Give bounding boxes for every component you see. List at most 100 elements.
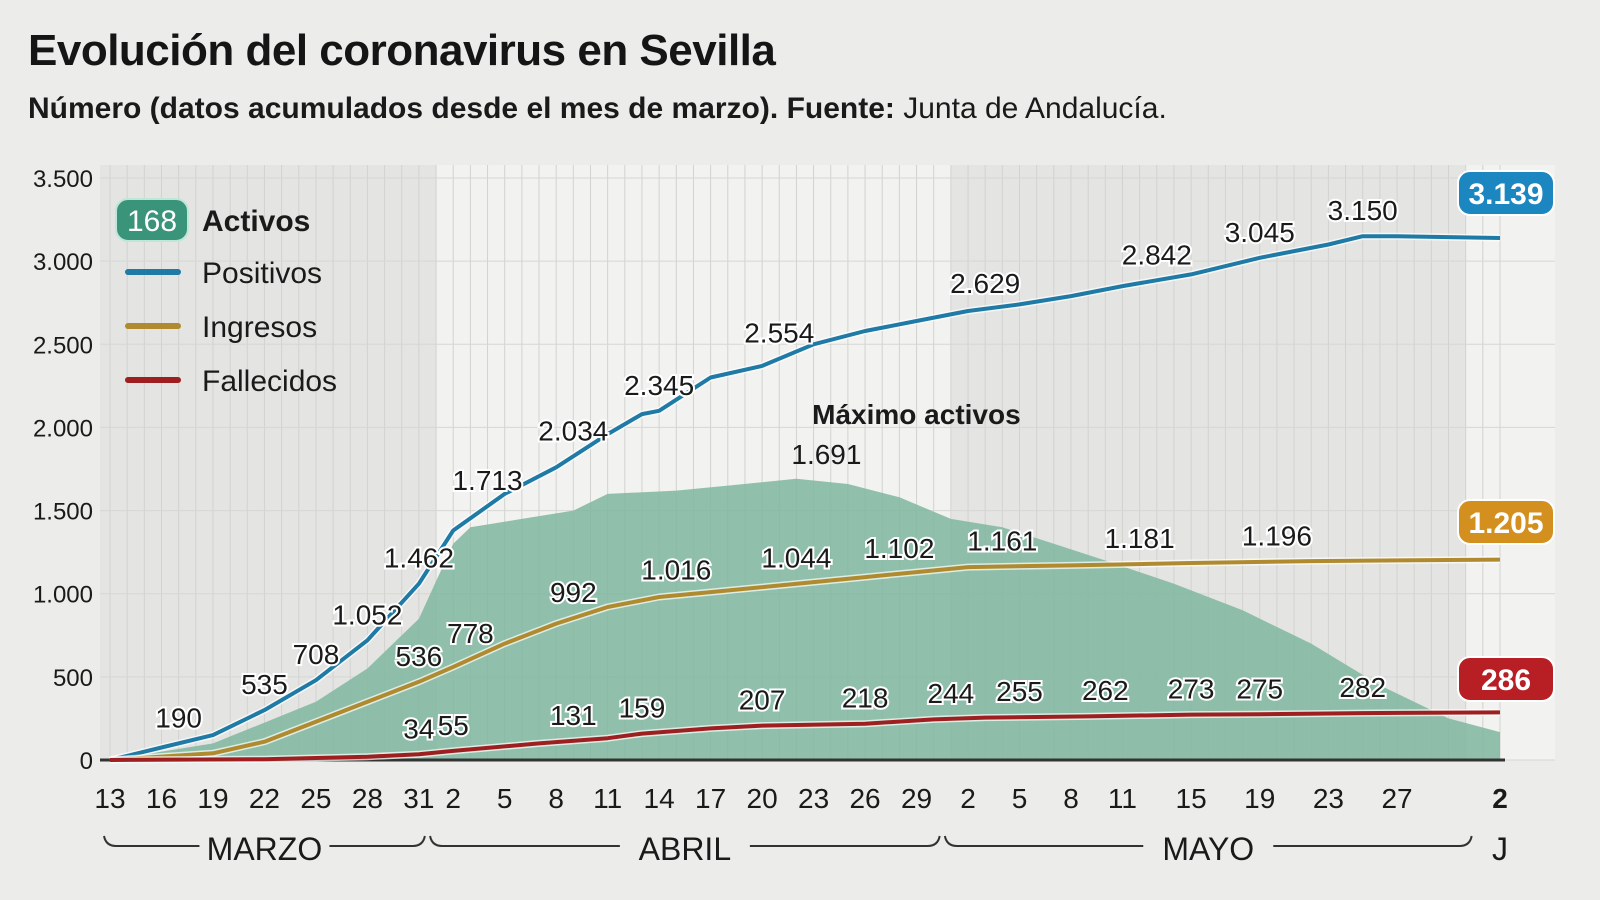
ingresos-data-label: 536: [396, 641, 443, 672]
fallecidos-data-label: 244: [928, 678, 975, 709]
x-tick-label: 2: [1492, 783, 1508, 814]
annotation-max-value: 1.691: [791, 439, 861, 470]
y-tick-label: 500: [53, 665, 93, 692]
x-tick-label: 11: [593, 783, 622, 814]
x-tick-label: 22: [249, 783, 280, 814]
x-tick-label: 11: [1108, 783, 1137, 814]
x-tick-label: 26: [849, 783, 880, 814]
y-tick-label: 3.500: [33, 166, 93, 193]
ingresos-data-label: 1.044: [761, 543, 831, 574]
positivos-data-label: 2.345: [624, 370, 694, 401]
x-tick-label: 23: [798, 783, 829, 814]
ingresos-line: [109, 557, 1501, 762]
x-tick-label: 15: [1176, 783, 1207, 814]
annotation-max-title: Máximo activos: [812, 399, 1021, 430]
ingresos-data-label: 1.102: [864, 533, 934, 564]
legend-ingresos-label: Ingresos: [202, 311, 317, 344]
fallecidos-data-label: 255: [996, 676, 1043, 707]
y-tick-label: 0: [80, 748, 93, 775]
fallecidos-data-label: 159: [619, 693, 666, 724]
source-label: Fuente:: [786, 92, 895, 125]
x-tick-label: 16: [146, 783, 177, 814]
legend-fallecidos-label: Fallecidos: [202, 365, 337, 398]
x-tick-label: 25: [300, 783, 331, 814]
chart-subtitle: Número (datos acumulados desde el mes de…: [28, 92, 1167, 126]
positivos-data-label: 3.045: [1225, 217, 1295, 248]
fallecidos-data-label: 131: [550, 700, 597, 731]
x-tick-label: 14: [644, 783, 675, 814]
x-tick-label: 13: [94, 783, 125, 814]
month-label: MARZO: [207, 831, 323, 867]
x-tick-label: 19: [1244, 783, 1275, 814]
activos-area: [110, 478, 1500, 760]
positivos-line: [109, 234, 1501, 762]
x-tick-label: 2: [445, 783, 461, 814]
fallecidos-end-badge: [1457, 656, 1555, 702]
fallecidos-data-label: 275: [1236, 673, 1283, 704]
fallecidos-data-label: 273: [1168, 674, 1215, 705]
positivos-data-label: 1.462: [384, 543, 454, 574]
x-tick-label: 31: [403, 783, 434, 814]
positivos-data-label: 2.842: [1122, 239, 1192, 270]
legend-activos-badge: [115, 198, 189, 242]
ingresos-data-label: 1.196: [1242, 521, 1312, 552]
y-tick-label: 2.500: [33, 332, 93, 359]
legend: 168 Activos Positivos Ingresos Fallecidos: [115, 198, 337, 398]
x-tick-label: 2: [960, 783, 976, 814]
y-tick-label: 2.000: [33, 415, 93, 442]
ingresos-data-label: 778: [447, 618, 494, 649]
x-tick-label: 28: [352, 783, 383, 814]
subtitle-text: Número (datos acumulados desde el mes de…: [28, 92, 779, 125]
month-label-background: [619, 830, 750, 860]
x-tick-label: 5: [497, 783, 513, 814]
fallecidos-data-label: 262: [1082, 675, 1129, 706]
x-tick-label: 23: [1313, 783, 1344, 814]
positivos-data-label: 1.052: [332, 599, 402, 630]
fallecidos-data-label: 34: [403, 713, 434, 744]
positivos-data-label: 535: [241, 669, 288, 700]
x-tick-label: 17: [695, 783, 726, 814]
positivos-data-label: 2.034: [538, 415, 608, 446]
legend-positivos-label: Positivos: [202, 257, 322, 290]
month-label-background: [1143, 830, 1274, 860]
source-text: Junta de Andalucía.: [903, 92, 1167, 125]
x-tick-label: 20: [747, 783, 778, 814]
positivos-end-label: 3.139: [1468, 178, 1543, 211]
chart-title: Evolución del coronavirus en Sevilla: [28, 26, 776, 75]
ingresos-data-label: 1.161: [967, 526, 1037, 557]
x-tick-label: 27: [1381, 783, 1412, 814]
month-label: ABRIL: [639, 831, 731, 867]
fallecidos-data-label: 207: [739, 685, 786, 716]
y-tick-label: 1.500: [33, 499, 93, 526]
positivos-data-label: 1.713: [452, 465, 522, 496]
x-tick-label: 5: [1012, 783, 1028, 814]
x-tick-label: 29: [901, 783, 932, 814]
legend-activos-badge-value: 168: [127, 205, 177, 238]
positivos-data-label: 2.629: [950, 268, 1020, 299]
fallecidos-data-label: 218: [842, 683, 889, 714]
ingresos-end-badge: [1457, 499, 1555, 545]
fallecidos-end-label: 286: [1481, 664, 1531, 697]
positivos-data-label: 2.554: [744, 318, 814, 349]
positivos-data-label: 708: [293, 639, 340, 670]
x-tick-label: 19: [197, 783, 228, 814]
y-tick-label: 1.000: [33, 582, 93, 609]
y-tick-label: 3.000: [33, 249, 93, 276]
month-label: MAYO: [1162, 831, 1254, 867]
ingresos-data-label: 1.016: [641, 554, 711, 585]
ingresos-end-label: 1.205: [1468, 507, 1543, 540]
fallecidos-line: [109, 710, 1501, 762]
ingresos-data-label: 1.181: [1105, 523, 1175, 554]
fallecidos-data-label: 282: [1339, 672, 1386, 703]
fallecidos-data-label: 55: [438, 710, 469, 741]
ingresos-data-label: 992: [550, 577, 597, 608]
positivos-end-badge: [1457, 170, 1555, 216]
legend-activos-label: Activos: [202, 205, 310, 238]
positivos-data-label: 3.150: [1328, 195, 1398, 226]
positivos-data-label: 190: [155, 702, 202, 733]
month-label-background: [199, 830, 330, 860]
month-label: J: [1492, 831, 1508, 867]
x-tick-label: 8: [1063, 783, 1079, 814]
x-tick-label: 8: [548, 783, 564, 814]
